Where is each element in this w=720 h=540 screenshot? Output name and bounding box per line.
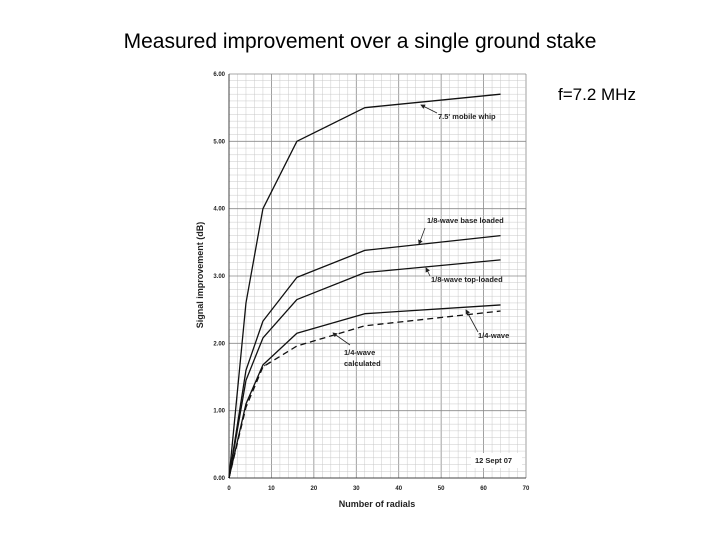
annotation-quarter-wave: 1/4-wave: [478, 331, 509, 340]
y-tick-label: 0.00: [213, 476, 225, 482]
x-tick-label: 60: [480, 486, 487, 492]
arrow-quarter-wave: [465, 309, 479, 333]
series-line-1: [228, 234, 501, 479]
y-tick-label: 1.00: [213, 409, 225, 415]
y-tick-label: 2.00: [213, 341, 225, 347]
annotation-eighth-base-loaded: 1/8-wave base loaded: [427, 216, 504, 225]
y-tick-label: 5.00: [213, 139, 225, 145]
arrow-quarter-wave-calc-low: [263, 361, 271, 367]
annotation-eighth-top-loaded: 1/8-wave top-loaded: [431, 275, 503, 284]
date-box: [471, 453, 522, 468]
x-tick-label: 40: [395, 486, 402, 492]
y-tick-label: 3.00: [213, 274, 225, 280]
series-line-0: [228, 93, 501, 479]
annotation-quarter-wave-calc-1: 1/4-wave: [344, 348, 375, 357]
series-line-3: [228, 304, 501, 479]
date-label: 12 Sept 07: [475, 456, 512, 465]
annotation-quarter-wave-calc-2: calculated: [344, 359, 381, 368]
x-tick-label: 10: [268, 486, 275, 492]
slide-title: Measured improvement over a single groun…: [123, 30, 597, 53]
x-tick-label: 70: [523, 486, 530, 492]
x-tick-label: 50: [438, 486, 445, 492]
y-tick-label: 4.00: [213, 207, 225, 213]
x-tick-label: 20: [311, 486, 318, 492]
arrow-eighth-base-loaded: [418, 227, 426, 245]
y-axis-title: Signal improvement (dB): [195, 222, 205, 329]
series-line-4: [228, 310, 501, 479]
arrow-quarter-wave-calc: [332, 332, 351, 346]
arrow-eighth-top-loaded: [425, 267, 431, 277]
frequency-label: f=7.2 MHz: [558, 85, 636, 104]
y-tick-label: 6.00: [213, 72, 225, 78]
series-line-2: [228, 259, 501, 479]
x-tick-label: 0: [227, 486, 231, 492]
annotation-mobile-whip: 7.5' mobile whip: [438, 112, 496, 121]
arrow-mobile-whip: [420, 104, 438, 114]
x-tick-label: 30: [353, 486, 360, 492]
x-axis-title: Number of radials: [339, 499, 416, 509]
